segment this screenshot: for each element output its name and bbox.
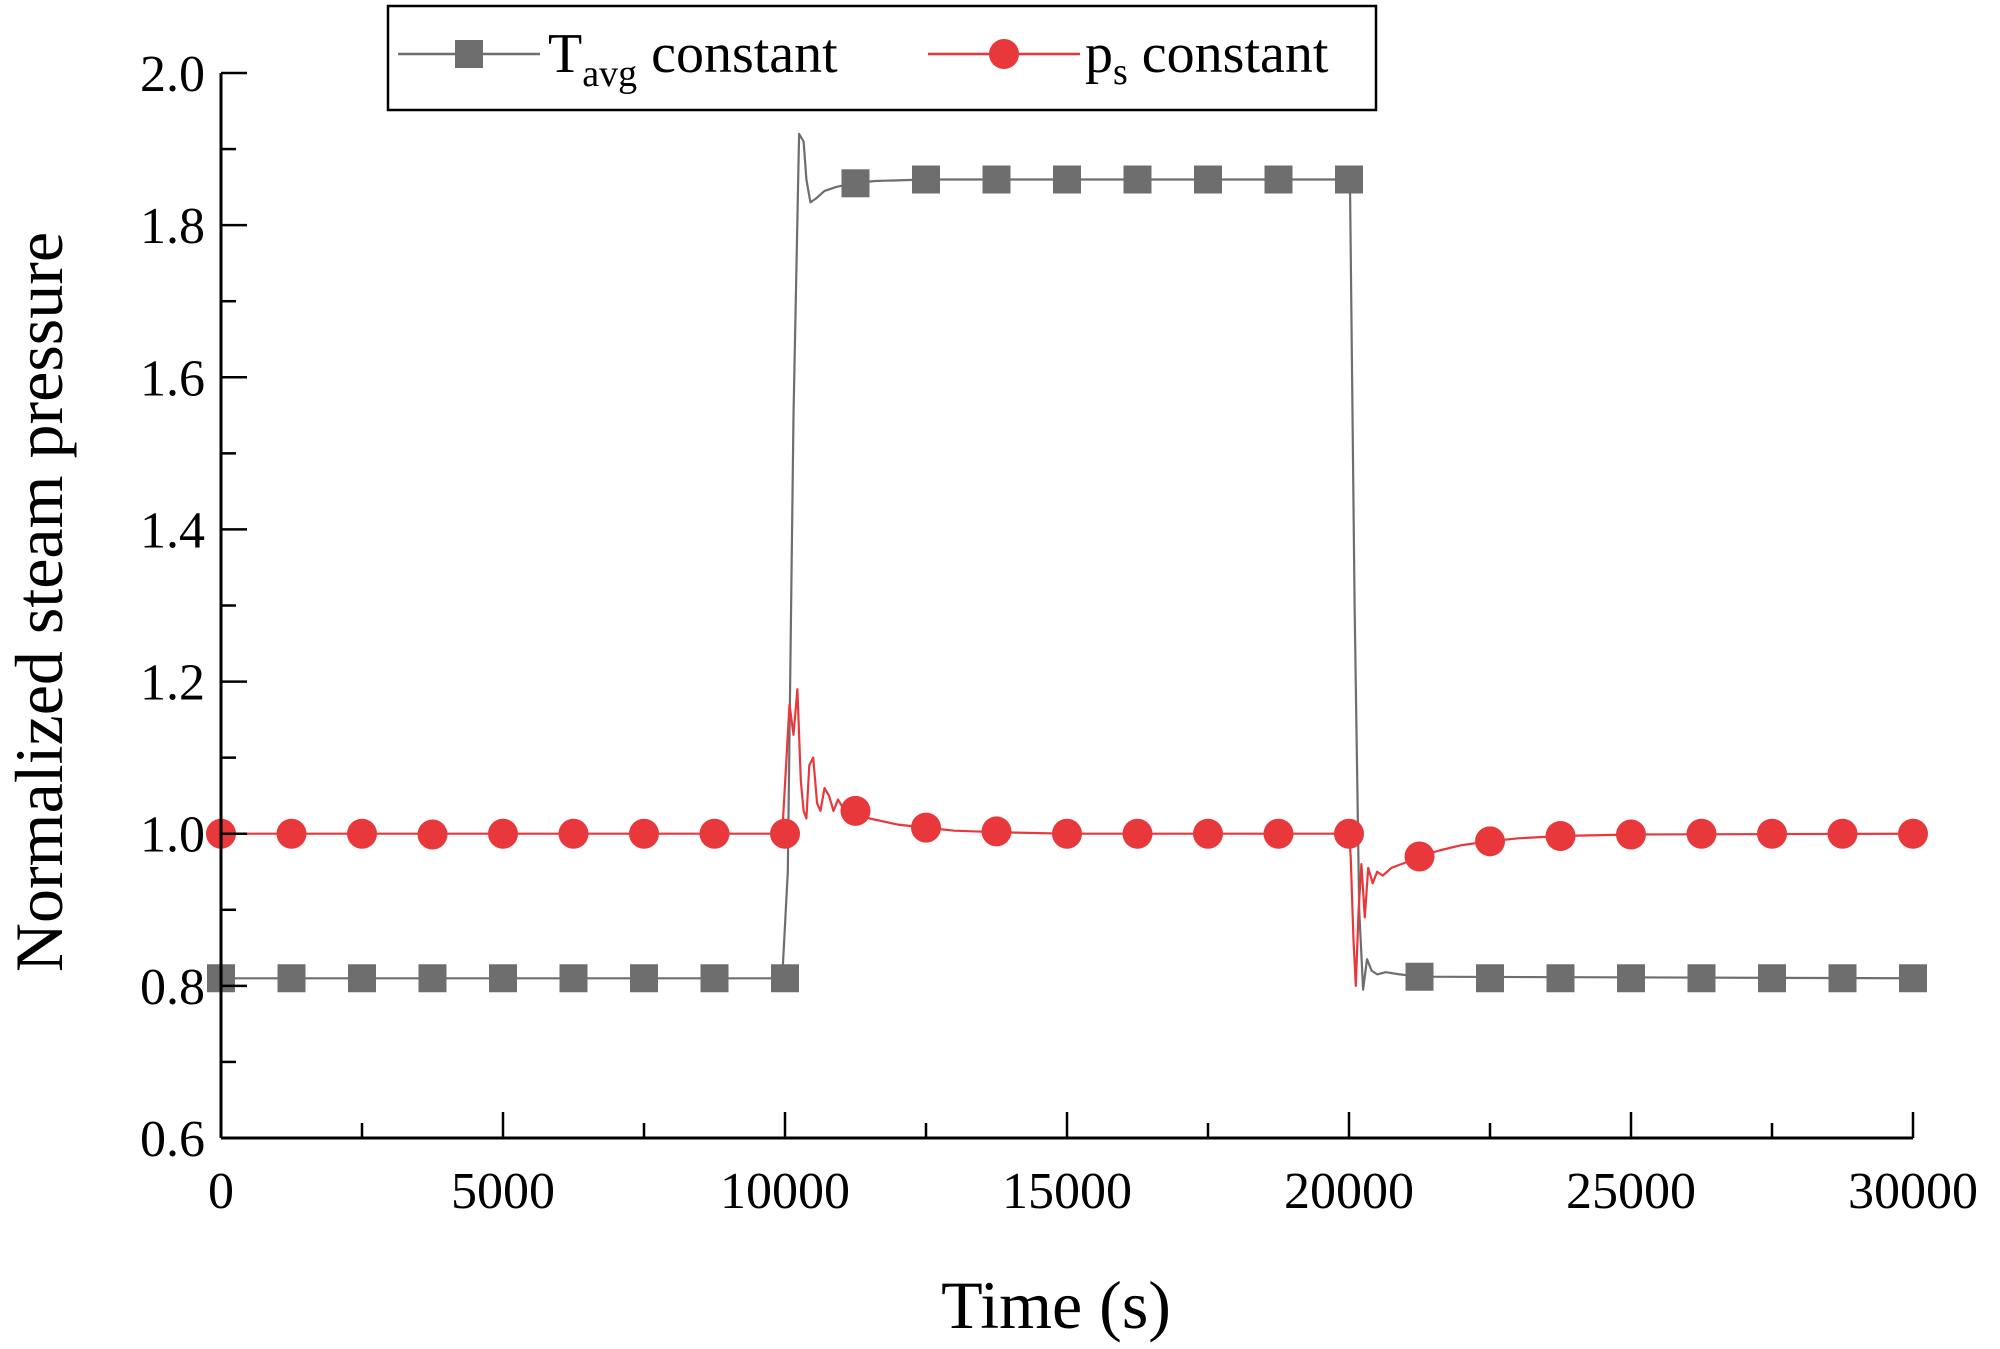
legend-label-ps: ps constant [1085,23,1329,93]
y-tick-label: 1.6 [140,350,205,407]
y-tick-label: 1.2 [140,655,205,712]
y-tick-label: 1.4 [140,502,205,559]
ps-data-point [1052,818,1082,849]
ps-data-point [1263,818,1294,849]
y-tick-label: 1.0 [140,807,205,864]
tavg-data-point [1687,964,1716,993]
tavg-data-point [1264,165,1293,194]
x-tick-label: 10000 [720,1163,850,1220]
ps-data-point [417,819,448,850]
legend: Tavg constant ps constant [386,4,1378,112]
ps-data-point [1404,841,1435,872]
ps-data-point [1686,818,1717,849]
tavg-data-point [1546,964,1575,993]
y-tick-label: 0.6 [140,1111,205,1168]
ps-data-point [1616,819,1646,850]
legend-label-ps-rest: constant [1128,23,1329,85]
tavg-data-point [1758,964,1786,993]
x-tick-label: 0 [208,1163,234,1220]
ps-data-point [629,818,659,849]
plot-area [206,132,1928,993]
ps-data-point [558,818,589,849]
tavg-data-point [982,165,1011,194]
tavg-data-point [630,964,658,993]
ps-data-point [981,816,1012,847]
tavg-data-point [1828,964,1857,993]
x-tick-label: 25000 [1566,1163,1696,1220]
tavg-data-point [277,964,306,993]
tavg-data-point [489,964,517,993]
legend-label-tavg-main: T [548,23,582,85]
tavg-data-point [1617,964,1645,993]
ps-data-point [840,795,871,826]
ps-data-point [276,818,307,849]
tavg-data-point [1123,165,1152,194]
y-tick-label: 2.0 [140,46,205,103]
tavg-data-point [1194,165,1222,194]
legend-marker-tavg [455,40,483,68]
tavg-data-point [700,964,729,993]
ps-data-point [1827,818,1858,849]
ps-data-point [1757,818,1787,849]
y-tick-label: 1.8 [140,198,205,255]
ps-data-point [1898,818,1928,849]
tavg-data-point [771,964,799,993]
legend-label-tavg-rest: constant [637,23,838,85]
x-tick-label: 15000 [1002,1163,1132,1220]
legend-box [386,4,1378,112]
ps-data-point [488,818,518,849]
x-tick-label: 30000 [1848,1163,1978,1220]
y-tick-label: 0.8 [140,959,205,1016]
axes: 0 5000 10000 15000 20000 25000 30000 0.6 0.8 1.0 1… [140,46,1978,1220]
x-tick-label: 20000 [1284,1163,1414,1220]
ps-data-point [1122,818,1153,849]
tavg-data-point [348,964,376,993]
tavg-data-point [1405,962,1434,991]
ps-data-point [770,818,800,849]
x-tick-label: 5000 [451,1163,555,1220]
ps-data-point [699,818,730,849]
series-line-tavg [221,132,1914,991]
x-axis-title: Time (s) [941,1267,1171,1343]
ps-data-point [1193,818,1223,849]
legend-label-ps-sub: s [1113,51,1128,93]
tavg-data-point [418,964,447,993]
legend-label-tavg-sub: avg [582,53,637,95]
tavg-data-point [1053,165,1081,194]
legend-marker-ps [989,39,1019,69]
y-axis-title: Normalized steam pressure [1,232,77,972]
tavg-data-point [1899,964,1927,993]
ps-data-point [347,818,377,849]
tavg-data-point [841,169,870,198]
ps-data-point [911,812,941,843]
tavg-data-point [1476,964,1504,993]
ps-data-point [1334,818,1364,849]
legend-label-tavg: Tavg constant [548,23,838,95]
tavg-data-point [912,165,940,194]
tavg-data-point [559,964,588,993]
tavg-data-point [1335,165,1363,194]
legend-label-ps-main: p [1085,23,1113,85]
ps-data-point [1475,826,1505,857]
ps-data-point [1545,820,1576,851]
